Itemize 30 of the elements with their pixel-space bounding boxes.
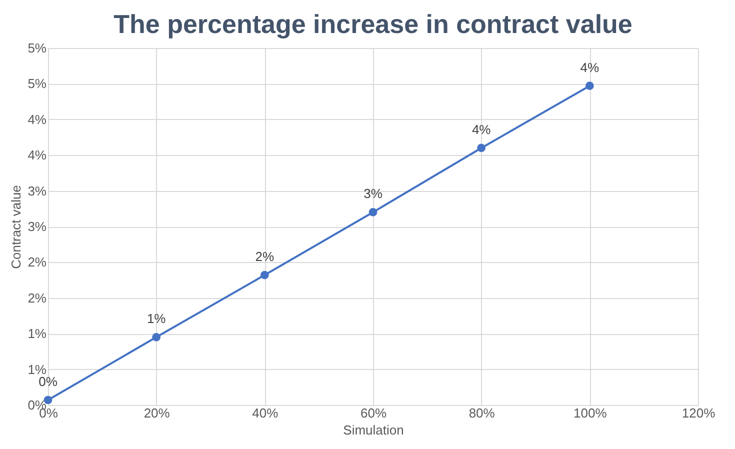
x-tick-label: 20% bbox=[144, 406, 170, 420]
x-tick-label: 60% bbox=[360, 406, 387, 420]
point bbox=[368, 208, 378, 216]
x-tick-label: 40% bbox=[252, 406, 279, 420]
x-tick-label: 100% bbox=[574, 406, 608, 420]
y-tick-label: 1% bbox=[28, 362, 47, 377]
chart-title: The percentage increase in contract value bbox=[114, 9, 632, 39]
point bbox=[477, 144, 486, 152]
x-tick-label: 80% bbox=[468, 406, 496, 420]
y-axis-title: Contract value bbox=[8, 185, 24, 269]
y-tick-label: 5% bbox=[28, 40, 47, 56]
point bbox=[152, 332, 161, 342]
y-tick-label: 2% bbox=[28, 254, 47, 270]
data-label: 4% bbox=[472, 122, 492, 137]
point bbox=[260, 270, 269, 280]
y-tick-label: 4% bbox=[28, 112, 47, 127]
y-tick-label: 3% bbox=[28, 219, 47, 234]
y-tick-label: 4% bbox=[28, 148, 47, 163]
y-tick-label: 1% bbox=[28, 326, 47, 342]
data-label: 4% bbox=[580, 60, 600, 75]
y-tick-label: 2% bbox=[28, 290, 47, 306]
x-axis-title: Simulation bbox=[343, 422, 404, 438]
data-label: 3% bbox=[364, 186, 383, 202]
data-label: 0% bbox=[38, 374, 58, 389]
data-label: 1% bbox=[146, 311, 166, 326]
x-tick-label: 120% bbox=[682, 406, 716, 420]
data-label: 2% bbox=[255, 249, 274, 264]
y-tick-label: 5% bbox=[28, 76, 47, 92]
point bbox=[585, 82, 594, 90]
y-tick-label: 3% bbox=[28, 183, 47, 198]
